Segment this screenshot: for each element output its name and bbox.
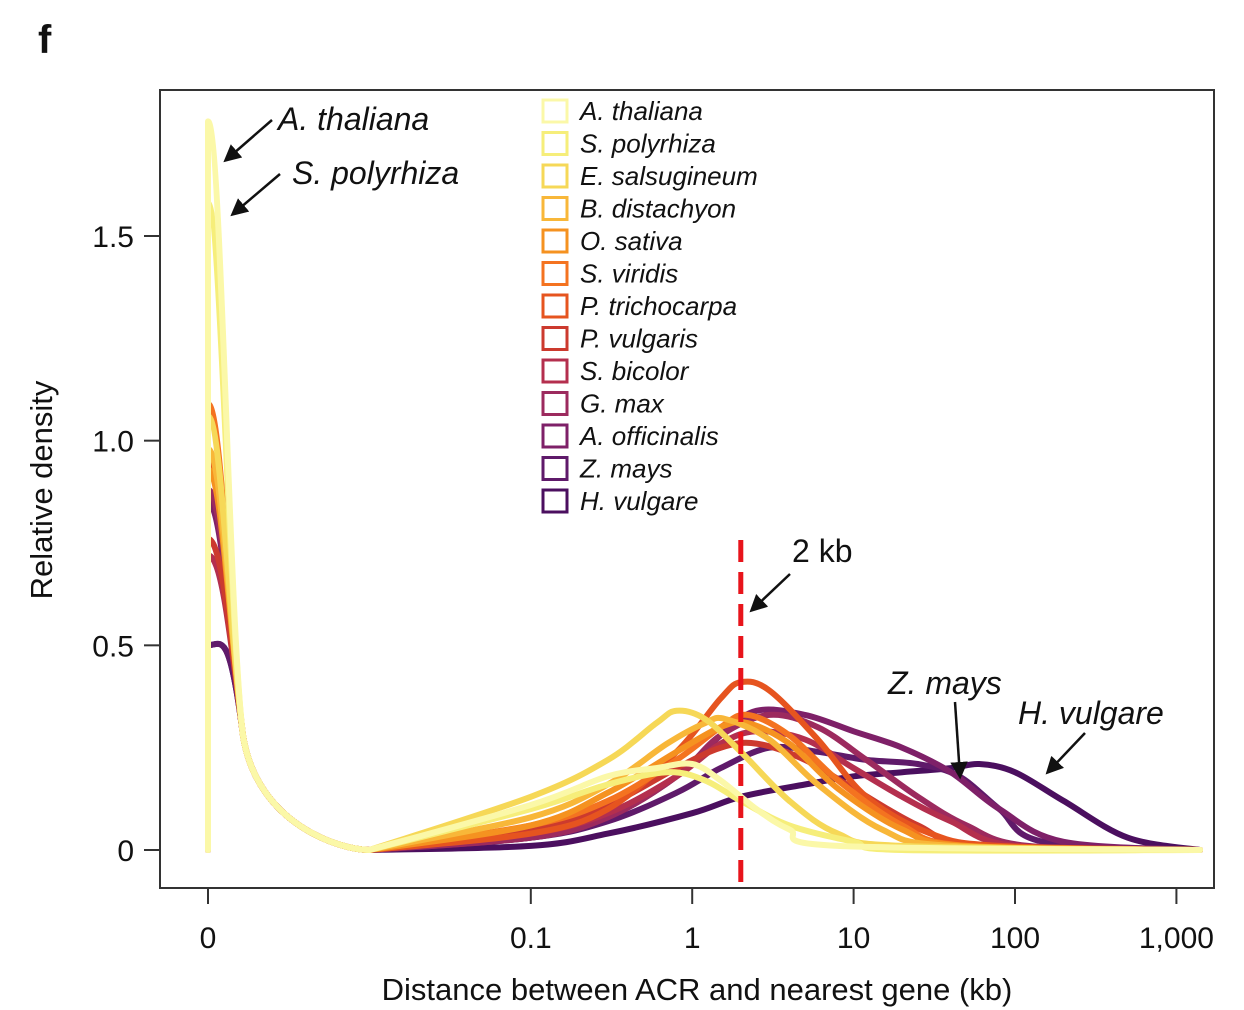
legend-swatch-p-vulgaris [541, 326, 569, 351]
legend-swatch-h-vulgare [541, 488, 569, 514]
legend-swatch-s-polyrhiza [541, 131, 569, 156]
series-line-a-officinalis [205, 499, 1203, 853]
plot-frame [159, 89, 1215, 889]
annotation-h-vulgare-arrow [1045, 732, 1086, 775]
y-axis-title: Relative density [24, 380, 59, 599]
legend-label: P. vulgaris [580, 324, 698, 354]
legend-swatch-o-sativa [541, 228, 569, 254]
legend-label: S. bicolor [580, 356, 690, 386]
legend-label: B. distachyon [580, 194, 736, 224]
x-axis-title: Distance between ACR and nearest gene (k… [382, 972, 1013, 1007]
legend-swatch-b-distachyon [541, 196, 569, 221]
legend-swatch-s-bicolor [541, 358, 569, 384]
annotation-a-thaliana: A. thaliana [276, 101, 429, 137]
legend-label: S. viridis [580, 259, 678, 289]
legend-label: O. sativa [580, 226, 683, 256]
annotation-h-vulgare: H. vulgare [1018, 695, 1164, 731]
legend-label: G. max [580, 389, 665, 419]
panel-label: f [38, 18, 52, 62]
annotation-z-mays: Z. mays [887, 665, 1002, 701]
x-tick-label: 100 [990, 922, 1040, 955]
annotation-s-polyrhiza: S. polyrhiza [292, 155, 459, 191]
legend-swatch-z-mays [541, 456, 569, 481]
legend-label: H. vulgare [580, 486, 699, 516]
legend-label: Z. mays [579, 454, 672, 484]
series-line-e-salsugineum [205, 413, 1203, 853]
legend-label: A. thaliana [578, 96, 703, 126]
series-line-a-thaliana [205, 118, 1203, 853]
legend-swatch-a-officinalis [541, 423, 569, 449]
y-tick-label: 0.5 [92, 630, 134, 663]
legend-swatch-g-max [541, 391, 569, 416]
x-tick-label: 1 [684, 922, 701, 955]
legend-label: S. polyrhiza [580, 129, 716, 159]
annotation-2kb-arrow [749, 573, 791, 613]
legend-label: P. trichocarpa [580, 291, 737, 321]
legend-swatch-a-thaliana [541, 98, 569, 124]
x-tick-label: 10 [837, 922, 870, 955]
annotation-z-mays-arrow [950, 701, 968, 780]
series-line-b-distachyon [205, 445, 1203, 853]
legend-label: A. officinalis [578, 421, 719, 451]
x-tick-label: 0.1 [510, 922, 552, 955]
x-tick-label: 0 [200, 922, 217, 955]
y-axis: 0 0.5 1.0 1.5 [92, 221, 160, 868]
density-curves [205, 118, 1203, 854]
x-tick-label: 1,000 [1139, 922, 1214, 955]
legend-swatch-p-trichocarpa [541, 293, 569, 319]
annotation-s-polyrhiza-arrow [230, 173, 281, 217]
legend-label: E. salsugineum [580, 161, 758, 191]
legend-swatch-e-salsugineum [541, 163, 569, 189]
x-axis: 0 0.1 1 10 100 1,000 [200, 888, 1214, 955]
y-tick-label: 0 [117, 835, 134, 868]
annotation-a-thaliana-arrow [223, 119, 273, 163]
y-tick-label: 1.5 [92, 221, 134, 254]
y-tick-label: 1.0 [92, 426, 134, 459]
annotation-2kb: 2 kb [792, 533, 852, 569]
legend-swatch-s-viridis [541, 261, 569, 286]
